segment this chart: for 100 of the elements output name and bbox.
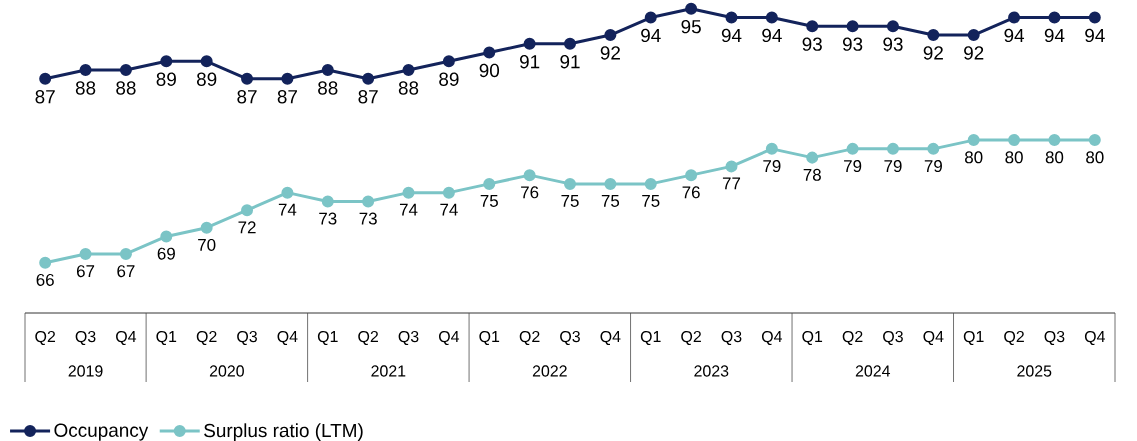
point	[685, 2, 698, 15]
data-label: 74	[440, 203, 458, 216]
data-label: 94	[721, 28, 742, 43]
point	[1008, 134, 1021, 147]
point	[160, 230, 173, 243]
data-label: 76	[521, 186, 539, 199]
point	[79, 247, 92, 260]
x-tick-label: Q1	[156, 330, 177, 346]
data-label: 89	[196, 72, 217, 86]
point	[725, 11, 738, 24]
data-label: 77	[722, 177, 741, 190]
data-label: 91	[560, 54, 580, 69]
x-tick-label: Q1	[963, 330, 984, 346]
point	[241, 72, 254, 85]
data-label: 94	[1085, 28, 1105, 43]
text: 2024	[855, 365, 891, 377]
data-label: 80	[1045, 151, 1064, 164]
text: 2021	[371, 365, 406, 377]
point	[523, 169, 536, 182]
data-label: 75	[480, 195, 498, 207]
point	[1048, 11, 1061, 24]
data-label: 92	[964, 46, 984, 60]
data-label: 88	[318, 81, 338, 95]
point	[442, 186, 455, 199]
data-label: 79	[763, 160, 781, 173]
data-label: 94	[641, 28, 661, 43]
point	[321, 64, 334, 77]
point	[1048, 134, 1061, 147]
point	[604, 29, 617, 42]
data-label: 78	[803, 168, 821, 181]
x-tick-label: Q2	[1004, 330, 1024, 346]
data-label: 89	[156, 72, 176, 86]
data-label: 79	[924, 160, 942, 173]
point	[765, 142, 778, 155]
text: 2025	[1017, 365, 1052, 377]
point	[281, 72, 294, 85]
point	[362, 195, 375, 208]
data-label: 74	[399, 203, 418, 216]
x-tick-label: Q4	[439, 330, 460, 346]
point	[1008, 11, 1021, 24]
point	[321, 195, 334, 208]
x-tick-label: Q2	[842, 330, 863, 346]
data-label: 89	[439, 72, 459, 86]
point	[1088, 134, 1101, 147]
point	[119, 64, 132, 77]
point	[806, 20, 819, 33]
point	[564, 37, 576, 50]
point	[967, 29, 980, 42]
point	[442, 55, 455, 68]
x-tick-label: Q3	[1044, 330, 1065, 346]
point	[644, 11, 657, 24]
data-label: 95	[681, 19, 701, 34]
data-label: 92	[923, 46, 943, 60]
x-tick-label: Q3	[75, 330, 96, 346]
point	[523, 37, 536, 50]
x-tick-label: Q2	[358, 330, 378, 346]
data-label: 69	[157, 247, 175, 260]
data-label: 80	[965, 151, 983, 164]
data-label: 74	[278, 203, 297, 216]
x-tick-label: Q4	[923, 330, 944, 346]
text: 2023	[694, 365, 729, 377]
x-tick-label: Q4	[116, 330, 137, 346]
point	[160, 55, 173, 68]
point	[725, 160, 738, 173]
text: 2019	[68, 365, 103, 377]
data-label: 73	[359, 212, 377, 225]
data-label: 87	[277, 90, 297, 104]
point	[846, 20, 859, 33]
point	[402, 186, 415, 199]
data-label: 87	[35, 90, 55, 104]
data-label: 88	[116, 81, 136, 95]
data-label: 87	[237, 90, 257, 104]
point	[119, 247, 132, 260]
x-tick-label: Q2	[35, 330, 56, 346]
point	[483, 177, 496, 190]
text: 2020	[209, 365, 244, 377]
data-label: 87	[358, 90, 378, 104]
data-label: 75	[601, 195, 620, 207]
point	[927, 29, 940, 42]
x-tick-label: Q3	[237, 330, 257, 346]
legend-label: Surplus ratio (LTM)	[204, 423, 363, 441]
point	[362, 72, 375, 85]
data-label: 76	[682, 186, 700, 199]
x-tick-label: Q3	[560, 330, 580, 346]
text: 2022	[532, 365, 567, 377]
data-label: 73	[319, 212, 337, 225]
data-label: 88	[75, 81, 96, 95]
data-label: 93	[883, 37, 903, 51]
point	[604, 177, 617, 190]
data-label: 93	[842, 37, 863, 51]
point	[79, 64, 92, 77]
point	[200, 221, 213, 234]
point	[846, 142, 859, 155]
point	[564, 177, 576, 190]
data-label: 66	[36, 273, 54, 286]
data-label: 94	[1044, 28, 1065, 43]
data-label: 75	[642, 195, 660, 207]
data-label: 79	[884, 160, 902, 173]
point	[402, 64, 415, 77]
x-tick-label: Q1	[640, 330, 661, 346]
